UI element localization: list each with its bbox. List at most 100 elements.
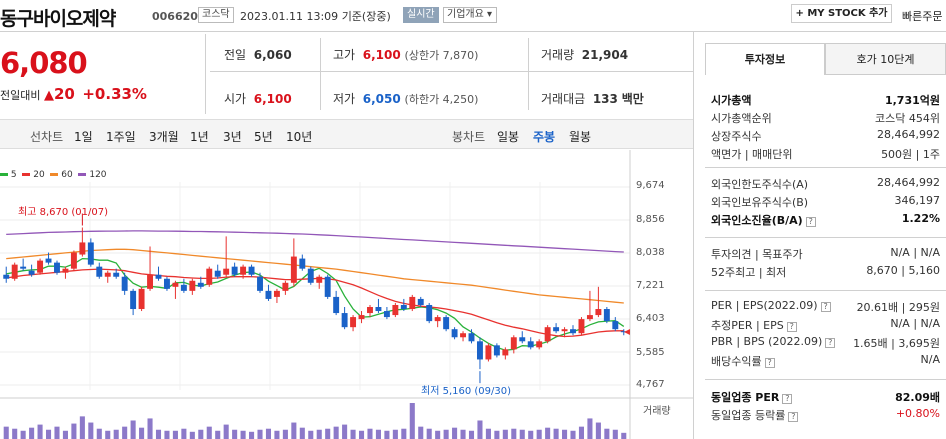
current-price-marker — [624, 329, 630, 336]
help-icon[interactable]: ? — [805, 217, 816, 227]
volume-bar — [367, 428, 373, 439]
high-annotation: 최고 8,670 (01/07) — [18, 207, 109, 218]
y-tick: 4,767 — [636, 379, 665, 390]
candle — [493, 345, 500, 356]
info-label: 시가총액 — [711, 94, 752, 107]
candle — [350, 317, 357, 328]
help-icon[interactable]: ? — [820, 302, 831, 312]
volume-bar — [375, 429, 381, 439]
chevron-down-icon: ▾ — [487, 9, 493, 20]
candle — [45, 258, 52, 263]
volume-bar — [265, 428, 272, 439]
candle — [586, 315, 593, 320]
candle — [248, 266, 255, 275]
candle — [485, 345, 492, 360]
ma120-line — [6, 230, 624, 253]
volume-bar — [172, 430, 178, 439]
candle — [570, 329, 576, 334]
help-icon[interactable]: ? — [788, 412, 799, 422]
realtime-badge[interactable]: 실시간 — [403, 7, 439, 23]
info-value: 28,464,992 — [877, 128, 940, 141]
volume: 거래량 21,904 — [541, 48, 629, 62]
volume-bar — [139, 427, 145, 439]
candle-daily[interactable]: 일봉 — [497, 130, 520, 144]
candle — [104, 272, 111, 277]
period-10y[interactable]: 10년 — [286, 130, 313, 144]
candle — [282, 282, 289, 291]
panel-divider — [705, 379, 946, 380]
candle — [172, 282, 179, 287]
tab-orderbook[interactable]: 호가 10단계 — [825, 43, 946, 75]
volume-bar — [130, 420, 136, 439]
quick-order-button[interactable]: 빠른주문 — [902, 10, 943, 23]
volume-bar — [232, 429, 238, 439]
period-3y[interactable]: 3년 — [223, 130, 242, 144]
stock-chart[interactable] — [0, 150, 694, 439]
candle — [451, 329, 458, 338]
line-chart-label[interactable]: 선차트 — [30, 130, 64, 144]
ma20-line — [6, 268, 624, 338]
candle — [316, 276, 323, 283]
ma20-legend: 20 — [22, 170, 45, 180]
candle — [409, 296, 416, 310]
candle — [189, 280, 196, 291]
info-value: N/A | N/A — [890, 317, 940, 330]
help-icon[interactable]: ? — [786, 322, 797, 332]
info-value: 코스닥 454위 — [875, 112, 940, 125]
tab-invest-info[interactable]: 투자정보 — [705, 43, 825, 75]
info-value: 8,670 | 5,160 — [866, 264, 940, 277]
volume-bar — [333, 426, 339, 439]
open-price: 시가 6,100 — [224, 92, 292, 106]
period-1y[interactable]: 1년 — [190, 130, 209, 144]
volume-bar — [274, 430, 280, 439]
prev-close: 전일 6,060 — [224, 48, 292, 62]
candle-chart-label[interactable]: 봉차트 — [452, 130, 486, 144]
chart-toolbar: 선차트 1일 1주일 3개월 1년 3년 5년 10년 봉차트 일봉 주봉 월봉 — [0, 119, 693, 149]
volume-bar — [604, 428, 610, 439]
info-value: 28,464,992 — [877, 176, 940, 189]
candle — [138, 288, 145, 310]
info-label: 외국인소진율(B/A)? — [711, 212, 816, 228]
volume-bar — [468, 430, 475, 439]
period-3m[interactable]: 3개월 — [149, 130, 179, 144]
candle — [28, 270, 35, 275]
right-panel: 투자정보 호가 10단계 시가총액 1,731억원 시가총액순위 코스닥 454위 상장… — [705, 43, 946, 439]
info-label: 시가총액순위 — [711, 112, 772, 125]
company-name: 동구바이오제약 — [0, 8, 116, 30]
volume-bar — [164, 430, 170, 439]
volume-bar — [409, 403, 415, 439]
volume-bar — [435, 430, 441, 439]
candle — [113, 272, 120, 277]
candle-monthly[interactable]: 월봉 — [569, 130, 592, 144]
help-icon[interactable]: ? — [782, 394, 793, 404]
help-icon[interactable]: ? — [764, 358, 775, 368]
candle — [476, 341, 483, 360]
info-label: 투자의견 | 목표주가 — [711, 248, 803, 261]
volume-bar — [181, 428, 187, 439]
volume-bar — [3, 426, 9, 439]
company-overview-button[interactable]: 기업개요 ▾ — [443, 7, 498, 23]
volume-bar — [502, 429, 508, 439]
candle — [299, 258, 306, 269]
info-value: 82.09배 — [895, 391, 940, 404]
volume-bar — [350, 429, 356, 439]
volume-bar — [198, 429, 204, 439]
candle — [155, 274, 162, 279]
period-1d[interactable]: 1일 — [74, 130, 93, 144]
volume-bar — [418, 426, 424, 439]
info-value: +0.80% — [895, 407, 940, 420]
candle — [527, 341, 534, 348]
candle — [595, 309, 602, 316]
candle — [147, 274, 154, 289]
period-1w[interactable]: 1주일 — [106, 130, 136, 144]
help-icon[interactable]: ? — [825, 338, 836, 348]
add-my-stock-button[interactable]: + MY STOCK 추가 — [791, 4, 892, 23]
candle — [3, 274, 10, 279]
volume-bar — [553, 428, 559, 439]
volume-bar — [392, 429, 398, 439]
ma5-legend: 5 — [0, 170, 17, 180]
candle-weekly[interactable]: 주봉 — [533, 130, 556, 144]
ma5-line — [6, 257, 625, 351]
period-5y[interactable]: 5년 — [254, 130, 273, 144]
candle — [620, 331, 627, 333]
